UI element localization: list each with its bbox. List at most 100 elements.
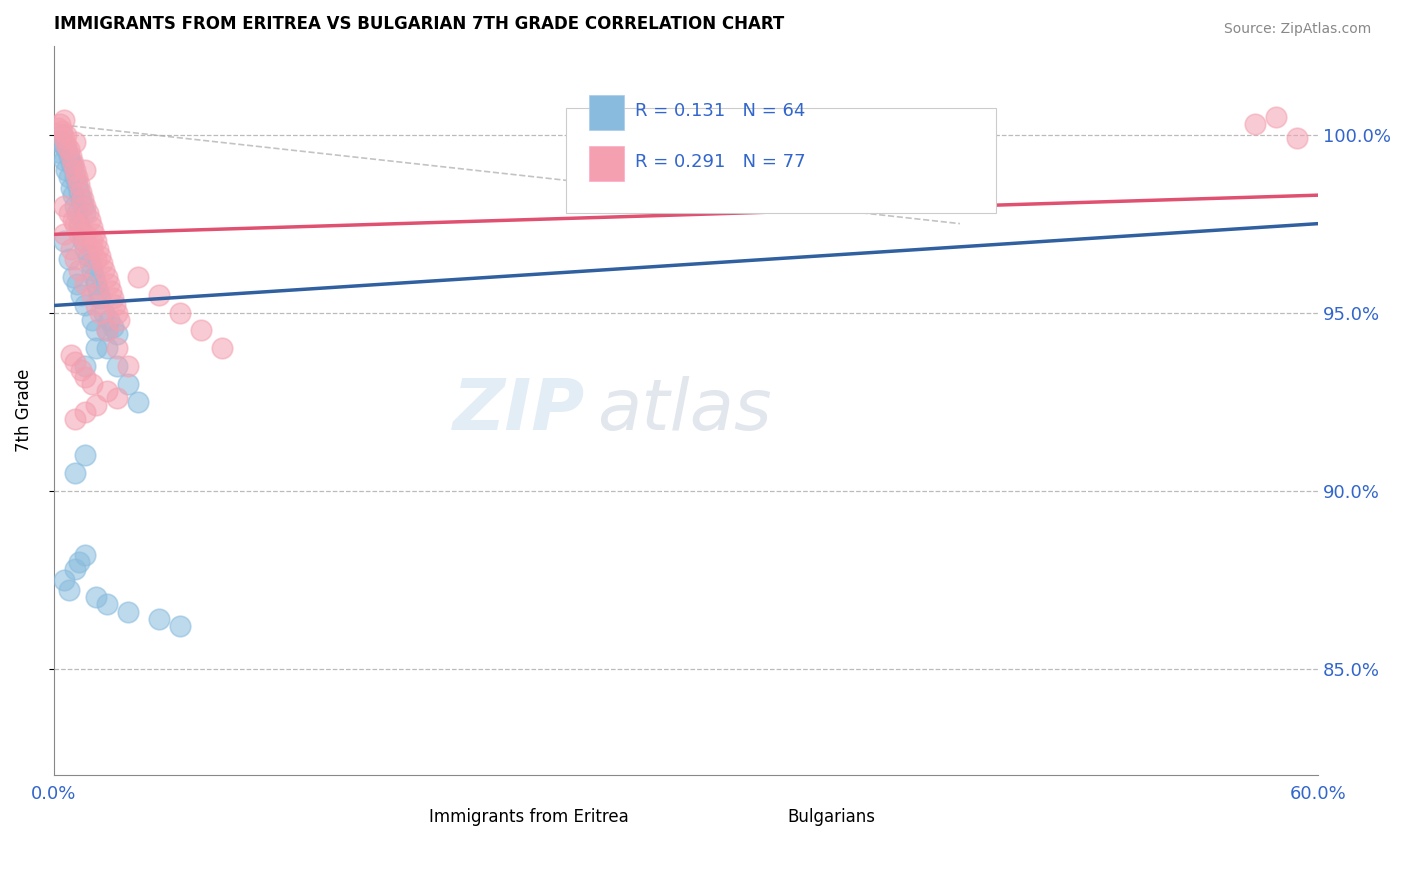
- Point: [169, 305, 191, 319]
- Point: [70, 192, 93, 206]
- Point: [59, 156, 82, 170]
- Point: [67, 185, 90, 199]
- Point: [72, 199, 94, 213]
- Point: [72, 192, 94, 206]
- Point: [84, 591, 107, 605]
- Point: [70, 185, 93, 199]
- Text: Bulgarians: Bulgarians: [787, 808, 875, 826]
- Point: [72, 235, 94, 249]
- Point: [75, 199, 97, 213]
- Point: [53, 573, 76, 587]
- Point: [49, 135, 72, 149]
- Point: [105, 305, 128, 319]
- Point: [105, 359, 128, 373]
- Point: [62, 188, 84, 202]
- Point: [75, 405, 97, 419]
- Point: [80, 312, 103, 326]
- Point: [76, 206, 98, 220]
- Point: [84, 341, 107, 355]
- Point: [62, 156, 84, 170]
- FancyBboxPatch shape: [747, 806, 779, 828]
- Point: [84, 398, 107, 412]
- Point: [105, 341, 128, 355]
- Point: [96, 323, 118, 337]
- Point: [91, 256, 114, 270]
- Point: [93, 263, 115, 277]
- Point: [66, 206, 89, 220]
- Point: [75, 277, 97, 292]
- Point: [53, 113, 76, 128]
- Point: [148, 612, 170, 626]
- Point: [58, 252, 80, 267]
- Point: [75, 359, 97, 373]
- Point: [70, 224, 93, 238]
- Point: [101, 319, 124, 334]
- Point: [97, 312, 120, 326]
- Point: [83, 270, 105, 285]
- Point: [70, 288, 93, 302]
- Point: [75, 298, 97, 312]
- Point: [59, 149, 82, 163]
- Point: [80, 263, 103, 277]
- Point: [53, 138, 76, 153]
- Point: [58, 206, 80, 220]
- Point: [58, 149, 80, 163]
- Point: [80, 220, 103, 235]
- Point: [51, 124, 73, 138]
- Point: [67, 220, 90, 235]
- Text: R = 0.131   N = 64: R = 0.131 N = 64: [636, 103, 806, 120]
- Point: [104, 298, 127, 312]
- Point: [96, 270, 118, 285]
- Point: [75, 163, 97, 178]
- Point: [67, 555, 90, 569]
- Point: [55, 128, 77, 142]
- Point: [67, 227, 90, 242]
- Point: [59, 348, 82, 362]
- Point: [117, 359, 139, 373]
- Point: [75, 235, 97, 249]
- Point: [1265, 110, 1288, 124]
- Point: [58, 142, 80, 156]
- Point: [75, 369, 97, 384]
- Point: [66, 170, 89, 185]
- Point: [79, 256, 101, 270]
- Point: [53, 131, 76, 145]
- Point: [80, 235, 103, 249]
- FancyBboxPatch shape: [565, 108, 995, 213]
- Point: [46, 145, 69, 160]
- Point: [53, 235, 76, 249]
- Point: [83, 227, 105, 242]
- FancyBboxPatch shape: [589, 95, 624, 129]
- Point: [63, 170, 86, 185]
- Text: Source: ZipAtlas.com: Source: ZipAtlas.com: [1223, 22, 1371, 37]
- Point: [75, 206, 97, 220]
- Point: [75, 242, 97, 256]
- Point: [108, 312, 131, 326]
- Point: [190, 323, 212, 337]
- Point: [62, 160, 84, 174]
- Point: [211, 341, 233, 355]
- Point: [63, 217, 86, 231]
- Point: [89, 305, 111, 319]
- Point: [84, 252, 107, 267]
- Point: [67, 217, 90, 231]
- Point: [66, 178, 89, 192]
- Point: [169, 619, 191, 633]
- Point: [76, 249, 98, 263]
- FancyBboxPatch shape: [389, 806, 420, 828]
- Y-axis label: 7th Grade: 7th Grade: [15, 368, 32, 452]
- Point: [84, 298, 107, 312]
- Point: [63, 466, 86, 480]
- Point: [87, 242, 110, 256]
- Point: [62, 270, 84, 285]
- Point: [105, 391, 128, 405]
- Point: [63, 199, 86, 213]
- Point: [117, 605, 139, 619]
- FancyBboxPatch shape: [589, 145, 624, 181]
- Point: [96, 598, 118, 612]
- Point: [59, 181, 82, 195]
- Point: [63, 355, 86, 369]
- Point: [89, 249, 111, 263]
- Point: [75, 548, 97, 562]
- Point: [89, 292, 111, 306]
